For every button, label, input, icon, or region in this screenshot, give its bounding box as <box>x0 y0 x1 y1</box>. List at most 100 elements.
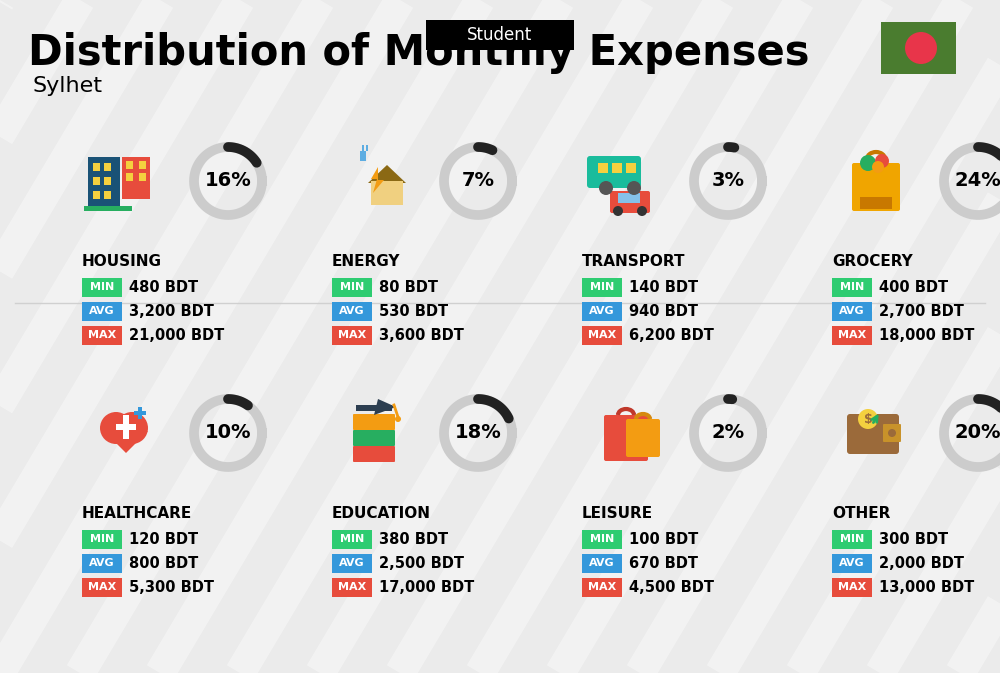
Text: 300 BDT: 300 BDT <box>879 532 948 546</box>
Text: 670 BDT: 670 BDT <box>629 555 698 571</box>
Text: AVG: AVG <box>339 306 365 316</box>
FancyBboxPatch shape <box>832 530 872 548</box>
FancyBboxPatch shape <box>860 197 892 209</box>
Text: AVG: AVG <box>89 306 115 316</box>
Text: 3%: 3% <box>712 172 744 190</box>
Text: 4,500 BDT: 4,500 BDT <box>629 579 714 594</box>
FancyBboxPatch shape <box>604 415 648 461</box>
FancyBboxPatch shape <box>362 145 364 151</box>
FancyBboxPatch shape <box>371 181 403 205</box>
FancyBboxPatch shape <box>332 277 372 297</box>
Text: 6,200 BDT: 6,200 BDT <box>629 328 714 343</box>
FancyBboxPatch shape <box>82 277 122 297</box>
FancyBboxPatch shape <box>104 177 111 185</box>
Text: 2,000 BDT: 2,000 BDT <box>879 555 964 571</box>
FancyBboxPatch shape <box>582 326 622 345</box>
FancyBboxPatch shape <box>353 430 395 446</box>
Text: LEISURE: LEISURE <box>582 505 653 520</box>
Text: 800 BDT: 800 BDT <box>129 555 198 571</box>
FancyBboxPatch shape <box>832 302 872 320</box>
Circle shape <box>100 412 132 444</box>
FancyBboxPatch shape <box>104 163 111 171</box>
Text: 940 BDT: 940 BDT <box>629 304 698 318</box>
Text: MAX: MAX <box>88 330 116 340</box>
Text: 20%: 20% <box>955 423 1000 443</box>
FancyBboxPatch shape <box>93 191 100 199</box>
Text: MIN: MIN <box>590 534 614 544</box>
FancyBboxPatch shape <box>852 163 900 211</box>
FancyBboxPatch shape <box>138 407 142 419</box>
FancyBboxPatch shape <box>587 156 641 188</box>
Text: 100 BDT: 100 BDT <box>629 532 698 546</box>
Circle shape <box>599 181 613 195</box>
Circle shape <box>872 161 884 173</box>
Text: MIN: MIN <box>340 282 364 292</box>
FancyBboxPatch shape <box>582 302 622 320</box>
FancyBboxPatch shape <box>598 163 608 173</box>
FancyBboxPatch shape <box>426 20 574 50</box>
Text: MIN: MIN <box>840 534 864 544</box>
FancyBboxPatch shape <box>82 326 122 345</box>
FancyBboxPatch shape <box>883 424 901 442</box>
FancyBboxPatch shape <box>618 193 640 203</box>
FancyBboxPatch shape <box>626 163 636 173</box>
Text: $: $ <box>864 413 872 425</box>
Text: AVG: AVG <box>839 306 865 316</box>
Text: AVG: AVG <box>589 558 615 568</box>
Text: MAX: MAX <box>838 582 866 592</box>
Text: 13,000 BDT: 13,000 BDT <box>879 579 974 594</box>
FancyBboxPatch shape <box>832 326 872 345</box>
Text: 24%: 24% <box>955 172 1000 190</box>
FancyBboxPatch shape <box>612 163 622 173</box>
FancyBboxPatch shape <box>356 405 392 411</box>
FancyBboxPatch shape <box>93 177 100 185</box>
Text: MAX: MAX <box>338 330 366 340</box>
Text: 3,600 BDT: 3,600 BDT <box>379 328 464 343</box>
FancyBboxPatch shape <box>332 577 372 596</box>
Circle shape <box>395 416 401 422</box>
FancyBboxPatch shape <box>332 530 372 548</box>
Text: MAX: MAX <box>88 582 116 592</box>
Text: HEALTHCARE: HEALTHCARE <box>82 505 192 520</box>
Text: 3,200 BDT: 3,200 BDT <box>129 304 214 318</box>
FancyBboxPatch shape <box>360 151 366 161</box>
Text: 80 BDT: 80 BDT <box>379 279 438 295</box>
FancyBboxPatch shape <box>84 206 132 211</box>
Circle shape <box>613 206 623 216</box>
Text: 2%: 2% <box>711 423 745 443</box>
Text: MAX: MAX <box>338 582 366 592</box>
Text: 120 BDT: 120 BDT <box>129 532 198 546</box>
Text: OTHER: OTHER <box>832 505 890 520</box>
FancyBboxPatch shape <box>82 577 122 596</box>
Circle shape <box>116 412 148 444</box>
Text: Student: Student <box>467 26 533 44</box>
Text: AVG: AVG <box>589 306 615 316</box>
Text: Distribution of Monthly Expenses: Distribution of Monthly Expenses <box>28 32 810 74</box>
Text: 18,000 BDT: 18,000 BDT <box>879 328 974 343</box>
Text: EDUCATION: EDUCATION <box>332 505 431 520</box>
Text: 18%: 18% <box>455 423 501 443</box>
FancyBboxPatch shape <box>582 530 622 548</box>
Circle shape <box>860 155 876 171</box>
Circle shape <box>627 181 641 195</box>
Text: MIN: MIN <box>340 534 364 544</box>
FancyBboxPatch shape <box>582 553 622 573</box>
Text: 480 BDT: 480 BDT <box>129 279 198 295</box>
Text: AVG: AVG <box>839 558 865 568</box>
FancyBboxPatch shape <box>116 424 136 430</box>
Text: ENERGY: ENERGY <box>332 254 400 269</box>
Text: GROCERY: GROCERY <box>832 254 913 269</box>
Text: HOUSING: HOUSING <box>82 254 162 269</box>
Text: MIN: MIN <box>90 534 114 544</box>
Text: 21,000 BDT: 21,000 BDT <box>129 328 224 343</box>
FancyBboxPatch shape <box>88 157 120 209</box>
FancyBboxPatch shape <box>104 191 111 199</box>
Text: MAX: MAX <box>838 330 866 340</box>
Text: 140 BDT: 140 BDT <box>629 279 698 295</box>
FancyBboxPatch shape <box>123 415 129 439</box>
Text: MIN: MIN <box>840 282 864 292</box>
FancyBboxPatch shape <box>832 553 872 573</box>
Text: AVG: AVG <box>339 558 365 568</box>
Circle shape <box>637 206 647 216</box>
FancyBboxPatch shape <box>610 191 650 213</box>
